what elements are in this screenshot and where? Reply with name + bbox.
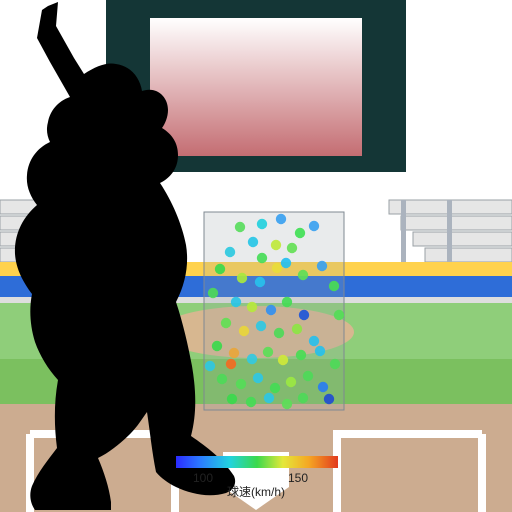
pitch-marker <box>282 297 292 307</box>
pitch-marker <box>231 297 241 307</box>
pitch-marker <box>295 228 305 238</box>
pitch-marker <box>292 324 302 334</box>
pitch-marker <box>217 374 227 384</box>
pitch-marker <box>287 243 297 253</box>
pitch-marker <box>303 371 313 381</box>
pitch-marker <box>286 377 296 387</box>
pitch-marker <box>225 247 235 257</box>
pitch-marker <box>270 383 280 393</box>
pitch-marker <box>298 393 308 403</box>
legend-axis-label: 球速(km/h) <box>227 485 285 499</box>
pitch-marker <box>248 237 258 247</box>
pitch-marker <box>298 270 308 280</box>
pitch-marker <box>278 355 288 365</box>
legend-colorbar <box>176 456 338 468</box>
pitch-marker <box>257 253 267 263</box>
pitch-marker <box>212 341 222 351</box>
pitch-marker <box>263 347 273 357</box>
pitch-marker <box>309 336 319 346</box>
stand-tier <box>401 216 512 230</box>
pitch-marker <box>239 326 249 336</box>
pitch-marker <box>282 399 292 409</box>
pitch-marker <box>299 310 309 320</box>
pitch-marker <box>257 219 267 229</box>
pitch-marker <box>324 394 334 404</box>
stand-post <box>447 200 452 262</box>
pitch-marker <box>334 310 344 320</box>
pitch-marker <box>264 393 274 403</box>
pitch-marker <box>256 321 266 331</box>
pitch-location-chart: 100 150球速(km/h) <box>0 0 512 512</box>
pitch-marker <box>221 318 231 328</box>
pitch-marker <box>227 394 237 404</box>
pitch-marker <box>329 281 339 291</box>
pitch-marker <box>226 359 236 369</box>
pitch-marker <box>205 361 215 371</box>
scoreboard-screen <box>150 18 362 156</box>
pitch-marker <box>271 240 281 250</box>
pitch-marker <box>330 359 340 369</box>
pitch-marker <box>276 214 286 224</box>
pitch-marker <box>315 346 325 356</box>
pitch-marker <box>317 261 327 271</box>
pitch-marker <box>215 264 225 274</box>
pitch-marker <box>246 397 256 407</box>
pitch-marker <box>272 263 282 273</box>
pitch-marker <box>247 354 257 364</box>
pitch-marker <box>253 373 263 383</box>
pitch-marker <box>318 382 328 392</box>
pitch-marker <box>237 273 247 283</box>
pitch-marker <box>296 350 306 360</box>
pitch-marker <box>229 348 239 358</box>
legend-tick: 100 <box>193 471 213 485</box>
pitch-marker <box>274 328 284 338</box>
pitch-marker <box>281 258 291 268</box>
pitch-marker <box>266 305 276 315</box>
pitch-marker <box>309 221 319 231</box>
pitch-marker <box>236 379 246 389</box>
stand-tier <box>413 232 512 246</box>
legend-tick: 150 <box>288 471 308 485</box>
pitch-marker <box>208 288 218 298</box>
pitch-marker <box>255 277 265 287</box>
stand-tier <box>425 248 512 262</box>
stand-post <box>401 200 406 262</box>
pitch-marker <box>235 222 245 232</box>
pitch-marker <box>247 302 257 312</box>
